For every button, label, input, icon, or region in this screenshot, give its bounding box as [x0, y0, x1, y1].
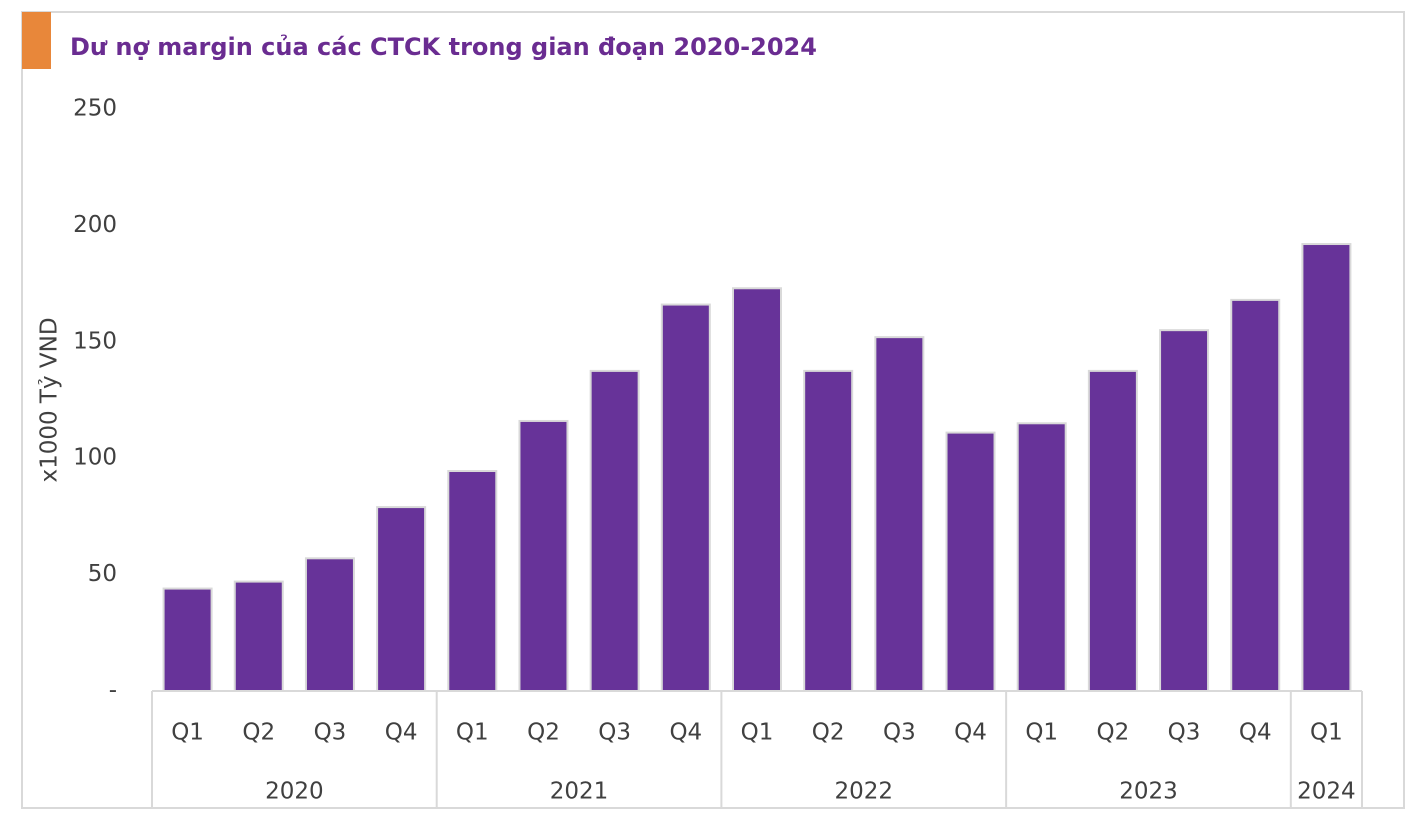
- bar: [162, 587, 213, 692]
- bar: [803, 369, 854, 692]
- bar: [304, 557, 355, 693]
- bar: [1230, 298, 1281, 692]
- x-group-label: 2024: [1297, 779, 1356, 805]
- x-tick-label: Q3: [598, 720, 631, 746]
- x-tick-label: Q4: [669, 720, 702, 746]
- bar: [732, 287, 782, 692]
- bar: [1087, 369, 1138, 692]
- x-tick-label: Q1: [1025, 720, 1058, 746]
- x-tick-label: Q1: [1310, 720, 1343, 746]
- bar: [589, 369, 640, 692]
- x-tick-label: Q1: [456, 720, 489, 746]
- x-tick-label: Q2: [812, 720, 845, 746]
- x-tick-label: Q2: [1097, 720, 1130, 746]
- x-tick-label: Q3: [314, 720, 347, 746]
- chart-frame: [21, 11, 1405, 809]
- y-tick-label: 50: [88, 561, 117, 587]
- x-group-label: 2021: [550, 779, 609, 805]
- x-tick-label: Q3: [883, 720, 916, 746]
- bar: [518, 419, 569, 692]
- x-tick-label: Q2: [242, 720, 275, 746]
- x-tick-label: Q1: [171, 720, 204, 746]
- x-tick-label: Q3: [1168, 720, 1201, 746]
- y-tick-label: 200: [73, 212, 117, 238]
- y-axis-label: x1000 Tỷ VND: [37, 317, 63, 482]
- x-tick-label: Q4: [1239, 720, 1272, 746]
- bar: [660, 303, 711, 692]
- bar: [447, 470, 498, 692]
- y-tick-label: 150: [73, 328, 117, 354]
- bar: [233, 580, 284, 692]
- bar: [1159, 329, 1210, 692]
- title-accent: [22, 12, 51, 69]
- x-group-label: 2023: [1119, 779, 1178, 805]
- bar: [1301, 243, 1352, 693]
- x-tick-label: Q4: [385, 720, 418, 746]
- x-group-label: 2020: [265, 779, 324, 805]
- y-tick-label: 250: [73, 96, 117, 122]
- bar: [945, 431, 996, 692]
- y-tick-label: -: [109, 678, 117, 704]
- bar: [874, 336, 925, 692]
- x-group-label: 2022: [834, 779, 893, 805]
- x-tick-label: Q1: [741, 720, 774, 746]
- bar: [376, 506, 427, 693]
- y-tick-label: 100: [73, 445, 117, 471]
- chart-title: Dư nợ margin của các CTCK trong gian đoạ…: [70, 33, 817, 61]
- bar: [1016, 422, 1067, 692]
- x-tick-label: Q2: [527, 720, 560, 746]
- x-tick-label: Q4: [954, 720, 987, 746]
